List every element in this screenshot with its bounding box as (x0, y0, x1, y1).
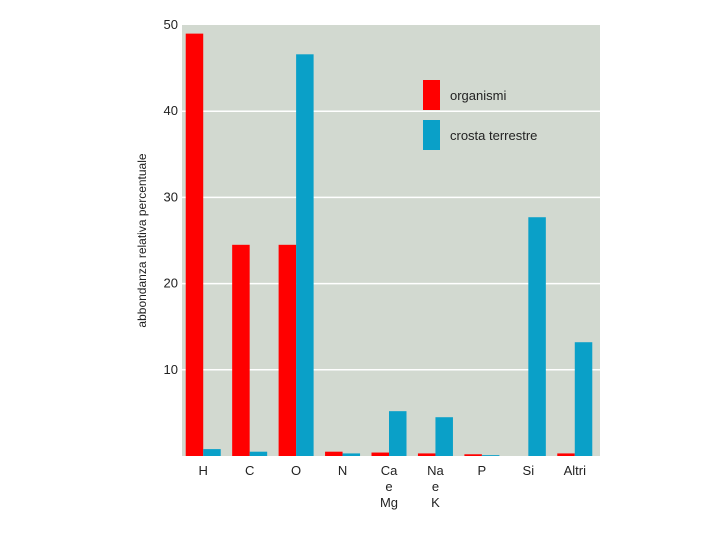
bar-organismi (371, 452, 389, 456)
category-label: C (245, 463, 254, 478)
bar-organismi (464, 454, 482, 456)
bar-organismi (232, 244, 250, 456)
bar-organismi (325, 451, 343, 456)
bar-organismi (417, 453, 436, 456)
bar-crosta-terrestre (249, 451, 268, 456)
legend: organismi crosta terrestre (423, 80, 537, 150)
category-label: e (385, 479, 392, 494)
bar-crosta-terrestre (296, 54, 314, 457)
y-tick-label: 50 (164, 17, 178, 32)
bar-organismi (557, 453, 575, 456)
category-label: Si (523, 463, 535, 478)
bars (185, 33, 593, 457)
y-axis-ticks: 10 20 30 40 50 (164, 17, 178, 377)
bar-crosta-terrestre (481, 455, 500, 456)
legend-swatch (423, 120, 440, 150)
category-label: Na (427, 463, 444, 478)
bar-crosta-terrestre (435, 417, 453, 456)
bar-crosta-terrestre (342, 453, 361, 456)
bar-organismi (185, 33, 204, 457)
category-label: e (432, 479, 439, 494)
category-label: P (478, 463, 487, 478)
category-label: O (291, 463, 301, 478)
y-tick-label: 10 (164, 362, 178, 377)
y-axis-label: abbondanza relativa percentuale (135, 153, 149, 327)
category-label: Ca (381, 463, 398, 478)
legend-label: organismi (450, 88, 506, 103)
bar-organismi (278, 244, 297, 456)
bar-crosta-terrestre (528, 217, 546, 456)
category-label: H (199, 463, 208, 478)
legend-label: crosta terrestre (450, 128, 537, 143)
y-tick-label: 30 (164, 189, 178, 204)
y-tick-label: 20 (164, 276, 178, 291)
bar-crosta-terrestre (389, 411, 407, 456)
category-label: K (431, 495, 440, 510)
y-tick-label: 40 (164, 103, 178, 118)
category-label: N (338, 463, 347, 478)
bar-crosta-terrestre (574, 342, 593, 456)
legend-swatch (423, 80, 440, 110)
category-label: Altri (564, 463, 587, 478)
bar-crosta-terrestre (203, 449, 221, 456)
category-label: Mg (380, 495, 398, 510)
